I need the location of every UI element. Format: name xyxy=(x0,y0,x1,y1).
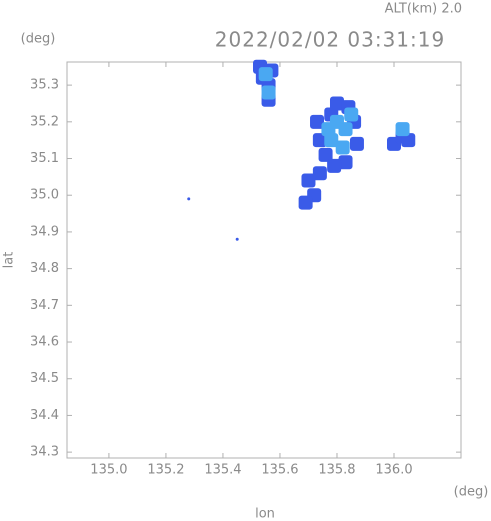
echo-cell xyxy=(344,107,359,122)
y-tick-label: 34.5 xyxy=(30,371,59,386)
echo-cell xyxy=(335,140,350,155)
plot-frame xyxy=(66,61,462,459)
echo-cell xyxy=(329,96,344,111)
echo-cell xyxy=(298,195,313,210)
chart-title: 2022/02/02 03:31:19 xyxy=(215,28,445,52)
x-unit: (deg) xyxy=(454,485,489,500)
echo-cell xyxy=(310,114,325,129)
y-unit: (deg) xyxy=(21,32,56,47)
echo-cell xyxy=(327,158,342,173)
x-tick-label: 135.2 xyxy=(147,463,184,478)
y-tick-label: 34.3 xyxy=(30,445,59,460)
echo-cell xyxy=(258,67,273,82)
x-tick-label: 136.0 xyxy=(375,463,412,478)
x-axis-label: lon xyxy=(255,507,275,521)
x-tick-label: 135.6 xyxy=(261,463,298,478)
y-tick-label: 34.8 xyxy=(30,261,59,276)
echo-cell xyxy=(312,166,327,181)
x-tick-label: 135.4 xyxy=(204,463,241,478)
x-tick-label: 135.8 xyxy=(318,463,355,478)
echo-cell xyxy=(338,155,353,170)
y-tick-label: 34.9 xyxy=(30,224,59,239)
echo-cell xyxy=(338,122,353,137)
echo-cell xyxy=(395,122,410,137)
y-tick-label: 35.0 xyxy=(30,188,59,203)
y-axis-label: lat xyxy=(2,252,17,269)
y-tick-label: 34.7 xyxy=(30,298,59,313)
echo-cell xyxy=(187,197,191,201)
altitude-annotation: ALT(km) 2.0 xyxy=(385,2,462,17)
y-tick-label: 35.1 xyxy=(30,151,59,166)
echo-cell xyxy=(349,136,364,151)
echo-cell xyxy=(324,133,339,148)
echo-cell xyxy=(401,133,416,148)
echo-cell xyxy=(312,133,327,148)
echo-cell xyxy=(261,85,276,100)
y-tick-label: 34.6 xyxy=(30,335,59,350)
echo-cell xyxy=(301,173,316,188)
y-tick-label: 35.3 xyxy=(30,78,59,93)
y-tick-label: 35.2 xyxy=(30,114,59,129)
echo-cell xyxy=(318,147,333,162)
y-tick-label: 34.4 xyxy=(30,408,59,423)
echo-cell xyxy=(321,122,336,137)
x-tick-label: 135.0 xyxy=(90,463,127,478)
echo-cell xyxy=(235,237,239,241)
